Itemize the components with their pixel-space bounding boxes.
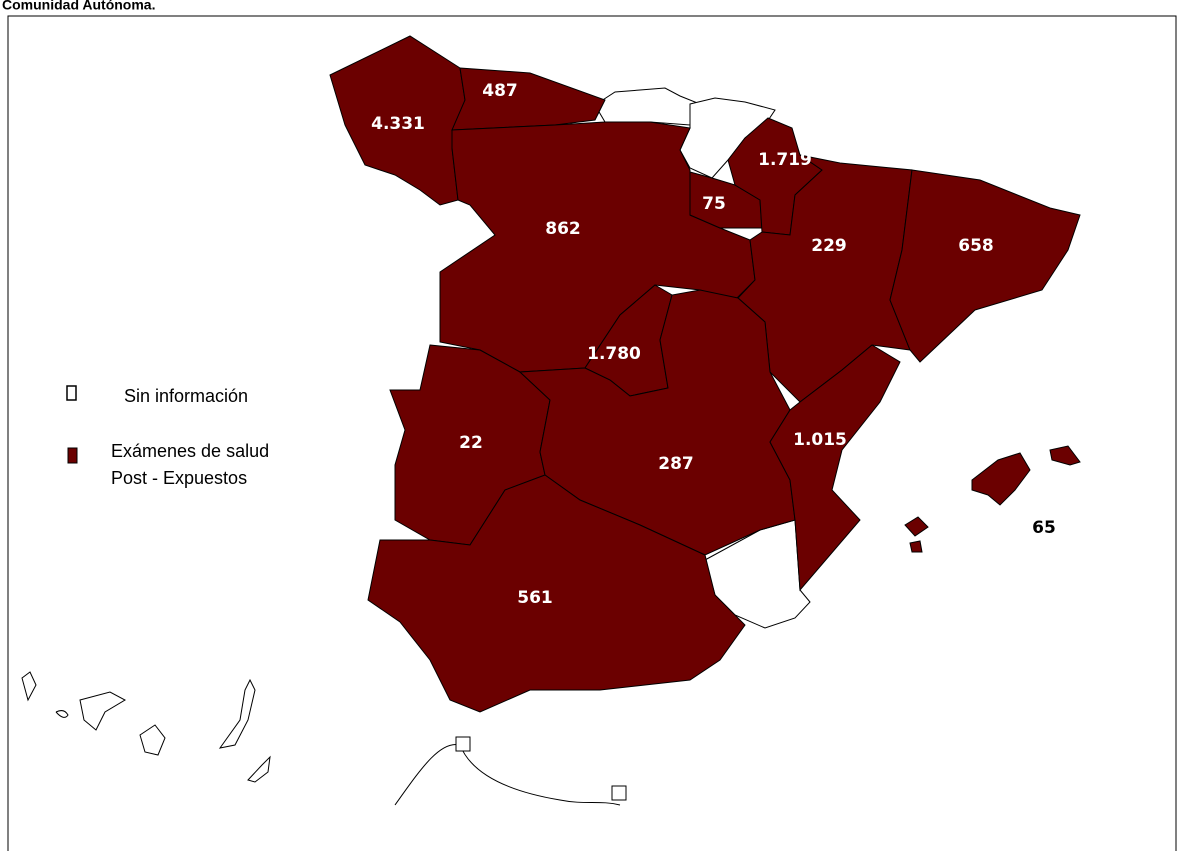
asturias xyxy=(451,67,606,131)
region-labels: 4.331 487 1.719 75 862 229 658 1.780 22 … xyxy=(371,81,1056,608)
frame xyxy=(7,15,1177,851)
legend-label: Exámenes de salud xyxy=(111,441,269,461)
legend-swatch xyxy=(67,447,78,464)
valencia xyxy=(769,344,901,592)
region-label: 4.331 xyxy=(371,114,425,134)
region-label: 1.780 xyxy=(587,344,641,364)
canarias xyxy=(21,671,627,806)
region-label: 1.015 xyxy=(793,430,847,450)
andalucia xyxy=(367,474,746,713)
region-label: 75 xyxy=(702,194,726,214)
legend-label: Post - Expuestos xyxy=(111,468,247,488)
region-label: 1.719 xyxy=(758,150,812,170)
cataluna xyxy=(889,169,1081,363)
formentera xyxy=(909,540,923,553)
legend-label: Sin información xyxy=(124,386,248,406)
ibiza xyxy=(904,516,929,537)
mallorca xyxy=(971,452,1031,506)
region-label: 287 xyxy=(658,454,694,474)
region-label: 65 xyxy=(1032,518,1056,538)
legend-swatch xyxy=(66,385,77,401)
region-label: 229 xyxy=(811,236,847,256)
region-label: 487 xyxy=(482,81,518,101)
region-label: 862 xyxy=(545,219,581,239)
menorca xyxy=(1049,445,1081,466)
regions xyxy=(329,35,1081,713)
title: Comunidad Autónoma. xyxy=(2,0,155,13)
region-label: 22 xyxy=(459,433,483,453)
legend: Sin información Exámenes de salud Post -… xyxy=(66,385,269,488)
region-label: 658 xyxy=(958,236,994,256)
region-label: 561 xyxy=(517,588,553,608)
cantabria xyxy=(594,87,701,126)
